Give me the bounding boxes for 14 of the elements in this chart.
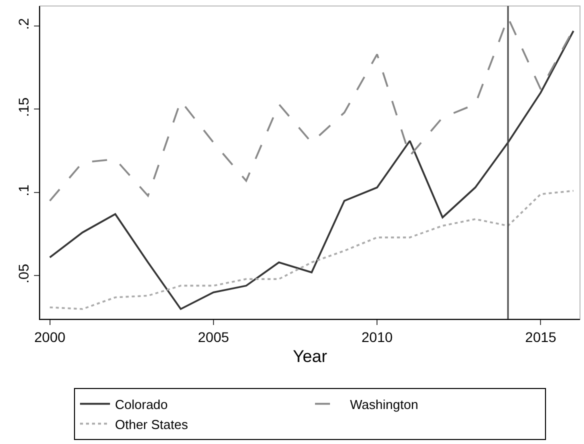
y-tick-label: .1 bbox=[15, 184, 32, 196]
x-tick-label: 2000 bbox=[34, 328, 66, 345]
x-tick-label: 2010 bbox=[362, 328, 393, 345]
x-tick-label: 2015 bbox=[525, 328, 557, 345]
line-series bbox=[48, 190, 574, 310]
y-tick-label: .05 bbox=[15, 264, 32, 284]
y-tick-label: .2 bbox=[15, 18, 32, 30]
x-axis-title: Year bbox=[292, 347, 328, 366]
y-tick-label: .15 bbox=[15, 97, 32, 117]
line-series bbox=[48, 30, 574, 310]
legend-label: Other States bbox=[115, 416, 188, 432]
legend-label: Colorado bbox=[115, 396, 168, 412]
x-tick-label: 2005 bbox=[198, 328, 230, 345]
legend-label: Washington bbox=[350, 396, 418, 412]
